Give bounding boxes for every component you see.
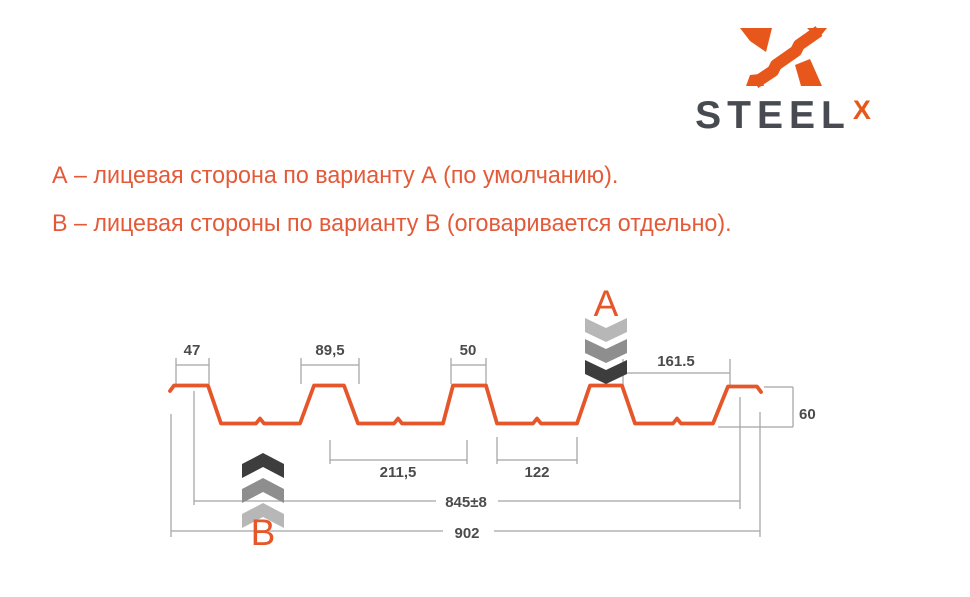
note-variant-a: А – лицевая сторона по варианту А (по ум…	[52, 162, 619, 189]
dim-211-5: 211,5	[329, 440, 468, 481]
dim-label-845: 845±8	[445, 494, 487, 511]
dim-47: 47	[175, 342, 210, 384]
dim-label-50: 50	[460, 342, 477, 359]
dim-label-122: 122	[524, 464, 549, 481]
logo-arm-bottom-right	[795, 59, 822, 86]
chevron-down-icon	[585, 360, 627, 384]
dim-60: 60	[718, 386, 816, 428]
marker-b-label: B	[251, 512, 276, 553]
dim-845: 845±8	[193, 391, 741, 511]
logo-arm-top-left	[740, 28, 772, 52]
dim-label-89-5: 89,5	[315, 342, 344, 359]
brand-name: STEEL	[695, 94, 851, 137]
dim-902: 902	[170, 412, 761, 542]
marker-a-chevrons	[585, 318, 627, 384]
steelx-logo-icon	[740, 26, 827, 88]
chevron-down-icon	[585, 339, 627, 363]
brand-suffix: X	[852, 95, 871, 125]
dim-label-902: 902	[454, 525, 479, 542]
profile-outline	[168, 383, 763, 426]
dim-label-161-5: 161.5	[657, 353, 695, 370]
dim-122: 122	[496, 437, 578, 481]
dim-label-60: 60	[799, 406, 816, 423]
dim-161-5: 161.5	[622, 353, 731, 385]
chevron-up-icon	[242, 453, 284, 478]
note-variant-b: В – лицевая стороны по варианту В (огова…	[52, 210, 732, 237]
chevron-up-icon	[242, 503, 284, 528]
dim-label-211-5: 211,5	[380, 464, 417, 481]
dim-50: 50	[450, 342, 487, 384]
dim-label-47: 47	[184, 342, 201, 359]
dim-89-5: 89,5	[300, 342, 360, 384]
brand-logo: STEELX	[675, 24, 891, 139]
marker-b-chevrons	[242, 453, 284, 528]
brand-wordmark: STEELX	[675, 94, 891, 139]
chevron-down-icon	[585, 318, 627, 342]
marker-a-label: A	[594, 283, 619, 324]
chevron-up-icon	[242, 478, 284, 503]
